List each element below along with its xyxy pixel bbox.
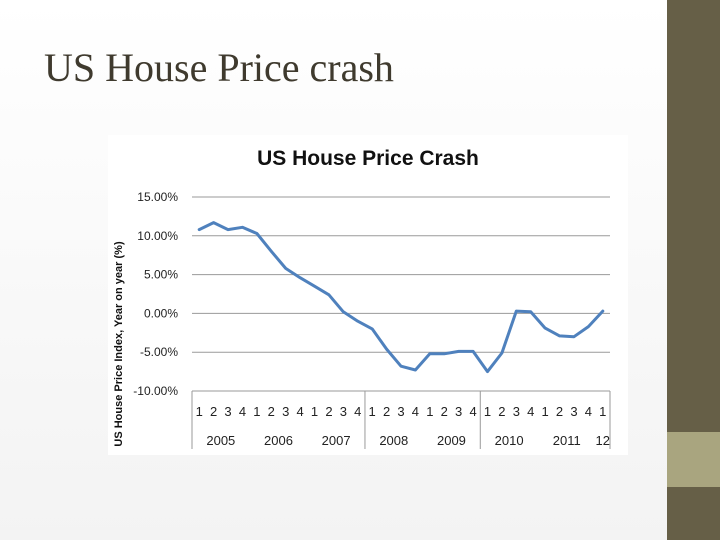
data-point: [298, 276, 302, 279]
x-tick-label-quarter: 1: [311, 404, 318, 419]
x-tick-label-quarter: 3: [513, 404, 520, 419]
y-tick-label: 5.00%: [144, 268, 178, 282]
x-tick-label-quarter: 2: [556, 404, 563, 419]
x-tick-label-quarter: 2: [383, 404, 390, 419]
data-point: [443, 352, 446, 355]
x-tick-label-quarter: 3: [397, 404, 404, 419]
x-tick-label-quarter: 1: [196, 404, 203, 419]
x-tick-label-quarter: 1: [484, 404, 491, 419]
data-point: [601, 309, 604, 313]
x-tick-label-quarter: 3: [340, 404, 347, 419]
data-point: [428, 352, 432, 355]
slide-title: US House Price crash: [44, 45, 394, 90]
x-tick-label-quarter: 3: [455, 404, 462, 419]
data-point: [255, 232, 259, 235]
data-point: [313, 285, 316, 288]
x-tick-label-year: 2007: [322, 433, 351, 448]
y-tick-label: -5.00%: [140, 345, 178, 359]
data-point: [385, 347, 388, 351]
x-tick-label-quarter: 2: [268, 404, 275, 419]
x-tick-label-quarter: 4: [239, 404, 246, 419]
side-decoration-accent: [667, 432, 720, 487]
data-point: [370, 327, 374, 331]
data-point: [414, 368, 417, 372]
x-tick-label-quarter: 3: [282, 404, 289, 419]
chart-container: US House Price Crash 15.00% 10.00% 5.00% 0.…: [108, 135, 628, 455]
data-point: [543, 326, 547, 330]
chart-title: US House Price Crash: [257, 147, 479, 170]
data-point: [327, 293, 331, 296]
data-point: [558, 334, 561, 338]
x-tick-label-year: 2009: [437, 433, 466, 448]
x-tick-label-year: 2011: [553, 433, 581, 448]
data-point: [399, 364, 403, 368]
data-point: [515, 309, 518, 313]
data-point: [284, 267, 287, 270]
data-point: [457, 350, 460, 353]
y-tick-label: 0.00%: [144, 306, 178, 320]
data-point: [500, 351, 504, 355]
data-point: [529, 310, 532, 314]
y-tick-label: -10.00%: [133, 384, 178, 398]
x-tick-label-quarter: 1: [369, 404, 376, 419]
x-tick-label-quarter: 1: [542, 404, 549, 419]
x-tick-label-year: 2005: [206, 433, 235, 448]
data-point: [356, 319, 359, 323]
x-tick-label-year: 2010: [495, 433, 524, 448]
x-tick-label-quarter: 4: [527, 404, 534, 419]
data-point: [270, 250, 273, 253]
x-tick-label-quarter: 1: [426, 404, 433, 419]
x-tick-label-quarter: 2: [325, 404, 332, 419]
x-tick-label-quarter: 2: [441, 404, 448, 419]
x-tick-label-quarter: 4: [354, 404, 361, 419]
data-point: [342, 310, 345, 314]
x-tick-label-quarter: 4: [296, 404, 303, 419]
x-tick-label-year: 12: [596, 433, 610, 448]
x-tick-label-quarter: 1: [599, 404, 606, 419]
data-point: [198, 228, 201, 231]
x-tick-label-quarter: 4: [469, 404, 476, 419]
x-tick-label-quarter: 1: [253, 404, 260, 419]
x-tick-label-quarter: 3: [224, 404, 231, 419]
data-point: [226, 228, 230, 231]
data-point: [241, 226, 244, 229]
x-tick-label-quarter: 2: [210, 404, 217, 419]
x-tick-label-quarter: 4: [412, 404, 419, 419]
data-point: [212, 221, 215, 224]
data-point: [572, 335, 576, 338]
x-tick-label-quarter: 2: [498, 404, 505, 419]
data-point: [486, 370, 489, 373]
series-line: [197, 221, 605, 374]
y-axis-label: US House Price Index, Year on year (%): [113, 241, 125, 447]
data-point: [587, 325, 590, 328]
y-tick-label: 15.00%: [137, 190, 178, 204]
data-point: [471, 350, 475, 353]
x-tick-label-quarter: 3: [570, 404, 577, 419]
x-tick-label-quarter: 4: [585, 404, 592, 419]
line-chart: 15.00% 10.00% 5.00% 0.00% -5.00% -10.00% US Ho…: [113, 190, 611, 449]
x-tick-label-year: 2006: [264, 433, 293, 448]
y-tick-label: 10.00%: [137, 229, 178, 243]
x-tick-label-year: 2008: [379, 433, 408, 448]
